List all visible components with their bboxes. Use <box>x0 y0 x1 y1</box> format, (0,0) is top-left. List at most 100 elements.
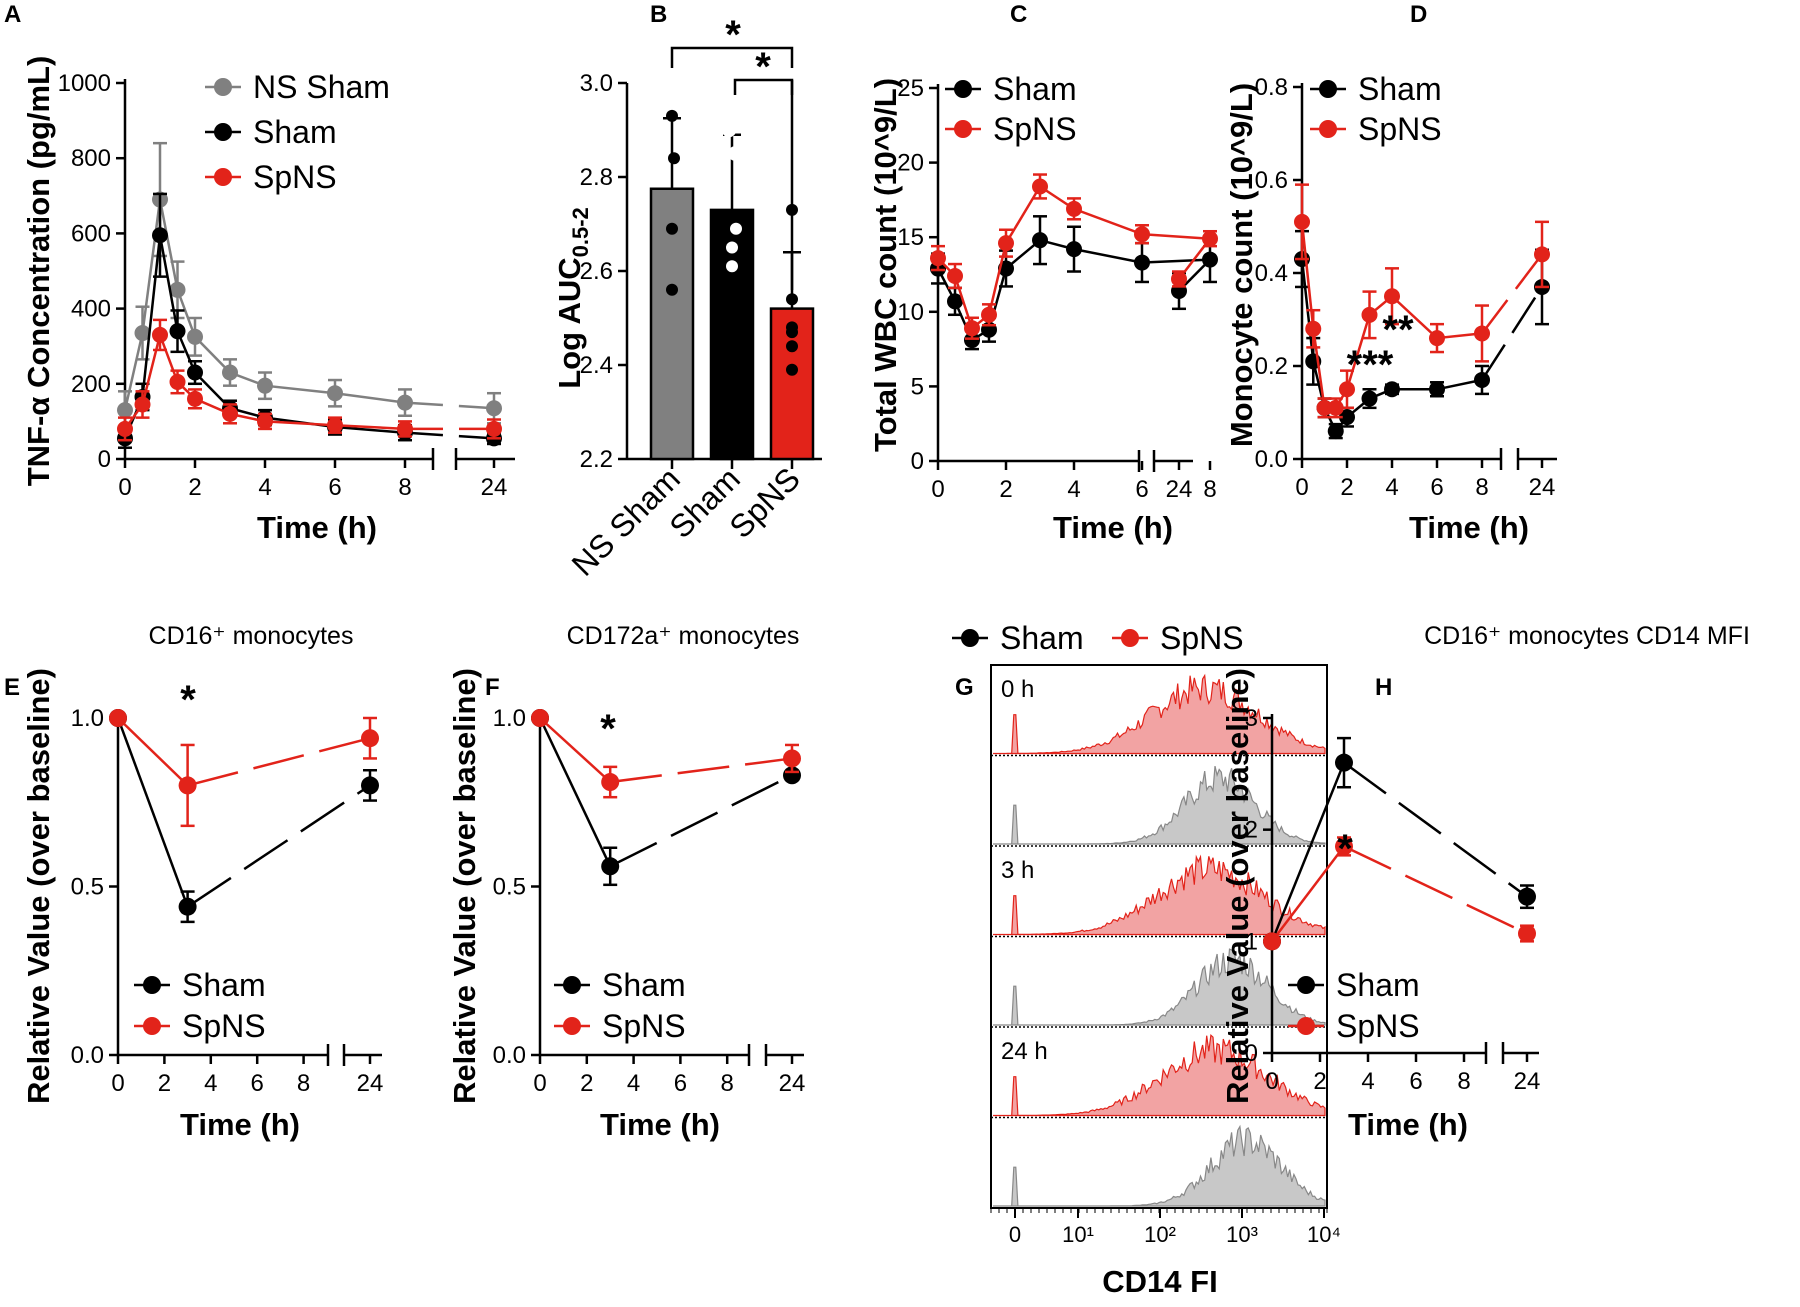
y-tick-label: 0.0 <box>1255 446 1288 473</box>
y-axis-label-main: Log AUC <box>552 257 587 388</box>
data-point-sham <box>1327 423 1344 440</box>
y-tick-label: 2.8 <box>580 164 613 191</box>
x-axis-label: Time (h) <box>180 1107 300 1142</box>
data-point-sham <box>964 332 980 349</box>
panel-title: CD172a⁺ monocytes <box>567 622 800 650</box>
data-point-spns <box>397 420 413 437</box>
x-tick-label: 6 <box>674 1070 687 1097</box>
y-tick-label: 800 <box>71 145 111 172</box>
x-tick-label: 2 <box>1313 1068 1326 1095</box>
panel-title: CD16⁺ monocytes CD14 MFI <box>1424 622 1750 650</box>
panel-g-histograms: Sham SpNS 0 h 3 h 24 h 0 10¹ 10² 10³ 10⁴ CD14 FI <box>952 620 1341 1299</box>
x-tick-label: 4 <box>1385 474 1398 501</box>
data-point-sham <box>1361 390 1378 407</box>
timepoint-label: 0 h <box>1001 676 1034 703</box>
significance-marker: * <box>725 13 741 57</box>
data-point-spns <box>1429 330 1445 347</box>
data-point-spns <box>1032 178 1048 195</box>
data-point-sham <box>1429 381 1445 398</box>
y-tick-label: 3.0 <box>580 70 613 97</box>
data-point <box>721 122 737 138</box>
series-line-gap <box>187 737 371 787</box>
y-tick-label: 0.0 <box>71 1042 104 1069</box>
y-tick-label: 0 <box>98 446 111 473</box>
data-point-ns-sham <box>486 400 502 417</box>
y-tick-label: 2.6 <box>580 258 613 285</box>
data-point-spns <box>1294 213 1310 230</box>
legend-label: Sham <box>993 71 1077 107</box>
data-point-ns-sham <box>117 402 133 419</box>
data-point-spns <box>531 709 549 727</box>
significance-marker: * <box>755 45 771 89</box>
x-tick-label: 6 <box>1430 474 1443 501</box>
data-point-spns <box>1534 246 1550 263</box>
data-point-ns-sham <box>222 364 238 381</box>
significance-marker-4h: ** <box>1382 308 1414 352</box>
data-point-sham <box>1032 232 1048 249</box>
legend-marker <box>143 976 161 994</box>
x-axis-label: CD14 FI <box>1102 1264 1217 1299</box>
x-tick-label: 2 <box>580 1070 593 1097</box>
legend-marker <box>1297 976 1315 994</box>
y-tick-label: 25 <box>897 75 924 102</box>
legend-label: Sham <box>1000 620 1084 656</box>
x-tick-label: 24 <box>1166 476 1193 503</box>
data-point-sham <box>187 364 203 381</box>
data-point-spns <box>222 405 238 422</box>
data-point-sham <box>1202 251 1218 268</box>
y-tick-label: 200 <box>71 371 111 398</box>
significance-marker: * <box>600 707 616 751</box>
data-point-spns <box>1134 226 1150 243</box>
data-point-spns <box>178 776 197 795</box>
y-tick-label: 0.5 <box>71 874 104 901</box>
y-tick-label: 0.5 <box>493 874 526 901</box>
data-point-spns <box>1384 288 1400 305</box>
panel-label-a: A <box>4 1 21 28</box>
x-tick-label: 10⁴ <box>1307 1222 1341 1247</box>
series-line-sham <box>538 717 612 867</box>
y-tick-label: 400 <box>71 296 111 323</box>
data-point-spns <box>152 326 168 343</box>
data-point <box>666 222 678 235</box>
x-tick-label: 24 <box>779 1070 806 1097</box>
data-point-spns <box>327 417 343 434</box>
legend-marker <box>563 1017 581 1035</box>
data-point-ns-sham <box>327 385 343 402</box>
series-line-gap <box>1343 845 1528 935</box>
y-tick-label: 2 <box>1245 817 1258 844</box>
legend-marker <box>1121 629 1139 647</box>
x-tick-label: 10² <box>1144 1222 1176 1247</box>
series-line-gap <box>1480 286 1544 381</box>
data-point-ns-sham <box>257 377 273 394</box>
panel-label-c: C <box>1010 1 1027 28</box>
series-line-spns <box>1271 845 1345 943</box>
series-line-gap <box>404 431 495 440</box>
series-line-gap <box>610 757 793 784</box>
x-axis-label: Time (h) <box>1053 510 1173 545</box>
data-point <box>786 326 798 339</box>
data-point <box>726 260 738 273</box>
series-line-gap <box>609 774 793 868</box>
y-tick-label: 15 <box>897 224 924 251</box>
y-axis-label: Relative Value (over baseline) <box>447 668 482 1104</box>
x-axis-label: Time (h) <box>600 1107 720 1142</box>
data-point-spns <box>601 773 620 792</box>
y-tick-label: 2.4 <box>580 352 613 379</box>
series-line-gap <box>186 784 371 908</box>
y-tick-label: 1.0 <box>493 705 526 732</box>
data-point-ns-sham <box>187 328 203 345</box>
legend-marker <box>1319 80 1337 98</box>
x-tick-label: 0 <box>931 476 944 503</box>
panel-label-e: E <box>4 674 20 701</box>
y-axis-label: Relative Value (over baseline) <box>1220 668 1255 1104</box>
legend-marker <box>961 629 979 647</box>
y-tick-label: 10 <box>897 299 924 326</box>
legend-label: SpNS <box>1358 111 1442 147</box>
histogram-sham <box>993 948 1326 1026</box>
data-point-spns <box>134 396 151 413</box>
data-point-spns <box>1339 381 1355 398</box>
